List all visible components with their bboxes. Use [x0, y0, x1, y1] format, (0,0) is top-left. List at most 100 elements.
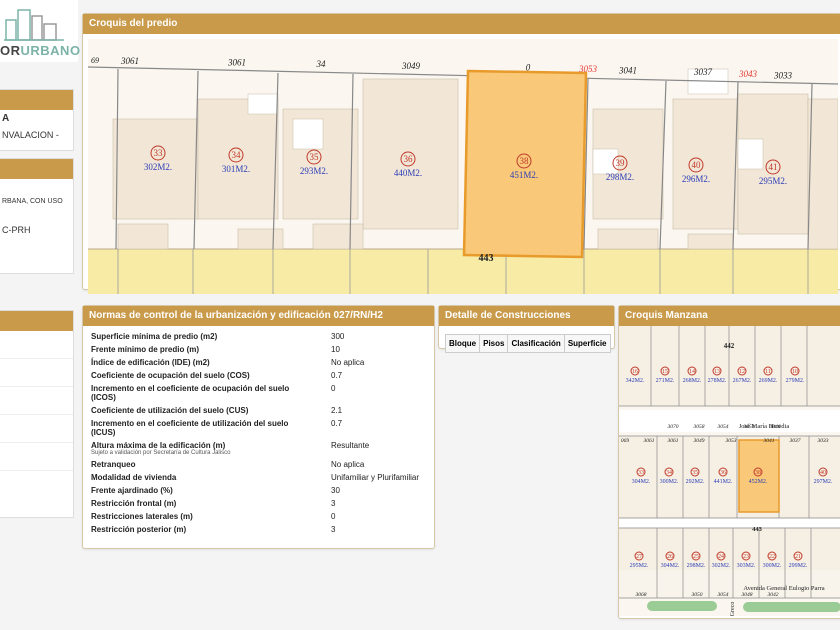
lot-circle: [765, 159, 781, 175]
lot-circle: [793, 551, 803, 561]
lot-circle: [716, 551, 726, 561]
street-number: 443: [752, 526, 763, 533]
normas-row: Índice de edificación (IDE) (m2) No aplic…: [83, 356, 434, 369]
house-number: 3050: [743, 424, 755, 430]
normas-value: 300: [331, 332, 345, 341]
house-number: 3041: [763, 437, 775, 444]
normas-value: 2.1: [331, 406, 343, 415]
lot-circle: [306, 149, 322, 165]
lot-area: 292M2.: [686, 479, 705, 485]
normas-label: Altura máxima de la edificación (m) Sujet…: [83, 439, 323, 458]
lot-circle: [818, 467, 828, 477]
lot-number: 15: [662, 369, 668, 375]
normas-label: Superficie mínima de predio (m2): [91, 332, 218, 341]
lot-area: 300M2.: [763, 563, 782, 569]
house-number: 3037: [789, 438, 801, 444]
house-number: 3046: [769, 423, 781, 430]
lot-area: 440M2.: [394, 168, 422, 178]
lot-number: 14: [689, 369, 695, 375]
normas-label: Modalidad de vivienda: [91, 473, 177, 482]
normas-label: Incremento en el coeficiente de utilizac…: [91, 419, 289, 437]
lot-circle: [634, 551, 644, 561]
lot-number: 38: [520, 156, 530, 166]
column-header[interactable]: Clasificación: [508, 335, 565, 352]
lot-circle: [763, 366, 773, 376]
house-number: 3068: [635, 592, 647, 598]
street-name: Greco: [730, 602, 736, 616]
column-header[interactable]: Pisos: [480, 335, 509, 352]
predio-svg: 3061 3061 34 3049 0 3053 3041 3037 3043 3033 69 33 3…: [88, 39, 838, 294]
lot-circle: [664, 467, 674, 477]
lot-number: 26: [667, 554, 673, 560]
lot-circle: [753, 467, 763, 477]
green-strip: [647, 601, 717, 611]
lot-circle: [741, 551, 751, 561]
normas-label: Coeficiente de ocupación del suelo (COS): [91, 371, 250, 380]
lot-number: 36: [720, 470, 726, 476]
lot-area: 303M2.: [737, 563, 756, 569]
lot-area: 452M2.: [749, 479, 768, 485]
normas-panel: Normas de control de la urbanización y e…: [82, 305, 435, 549]
house-number: 3033: [817, 438, 829, 444]
lot-area: 269M2.: [759, 378, 778, 384]
normas-title: Normas de control de la urbanización y e…: [83, 306, 434, 326]
house-number: 3037: [693, 67, 713, 77]
lot-circle: [636, 467, 646, 477]
predio-panel: Croquis del predio: [82, 13, 840, 294]
selected-lot[interactable]: [462, 69, 588, 259]
house-number: 3058: [693, 424, 705, 430]
normas-row: Frente mínimo de predio (m) 10: [83, 343, 434, 356]
house-number: 3054: [717, 591, 729, 598]
lot-circle: [690, 467, 700, 477]
sidebar-line: RBANA, CON USO: [2, 198, 63, 205]
lot-area: 267M2.: [733, 378, 752, 384]
normas-row: Coeficiente de utilización del suelo (CU…: [83, 404, 434, 417]
house-number: 34: [316, 59, 327, 69]
house-number: 3061: [643, 438, 655, 444]
normas-label: Restricción frontal (m): [91, 499, 177, 508]
lot-number: 23: [743, 554, 749, 560]
city-skyline-icon: [4, 9, 64, 41]
normas-value: 30: [331, 486, 340, 495]
street-name: Avenida General Eulogio Parra: [743, 585, 824, 592]
normas-row: Incremento en el coeficiente de utilizac…: [83, 417, 434, 439]
construcciones-panel: Detalle de Construcciones Bloque Pisos Cla…: [438, 305, 615, 353]
normas-label: Restricción posterior (m): [91, 525, 187, 534]
predio-map[interactable]: 3061 3061 34 3049 0 3053 3041 3037 3043 3033 69 33 3…: [88, 39, 838, 294]
lot-number: 33: [154, 148, 164, 158]
street-name: José María Heredia: [739, 423, 790, 430]
lot-area: 302M2.: [144, 162, 172, 172]
normas-row: Coeficiente de ocupación del suelo (COS)…: [83, 369, 434, 382]
normas-row: Restricciones laterales (m) 0: [83, 510, 434, 523]
lot-number: 16: [632, 369, 638, 375]
house-number: 3042: [767, 591, 779, 598]
normas-value: 0: [331, 512, 336, 521]
normas-row: Altura máxima de la edificación (m) Sujet…: [83, 439, 434, 458]
normas-value: No aplica: [331, 358, 365, 367]
lot-area: 297M2.: [814, 479, 833, 485]
column-header[interactable]: Superficie: [564, 335, 610, 352]
lot-area: 293M2.: [300, 166, 328, 176]
manzana-title: Croquis Manzana: [619, 306, 840, 326]
normas-row: Incremento en el coeficiente de ocupació…: [83, 382, 434, 404]
normas-label: Índice de edificación (IDE) (m2): [91, 358, 210, 367]
house-number: 3049: [401, 61, 421, 71]
lot-circle: [150, 145, 166, 161]
lot-number: 24: [718, 554, 724, 560]
lot-circle: [691, 551, 701, 561]
column-header[interactable]: Bloque: [446, 335, 481, 352]
lot-number: 10: [792, 369, 798, 375]
house-number: 3041: [618, 66, 637, 76]
normas-value: No aplica: [331, 460, 365, 469]
lot-area: 300M2.: [660, 479, 679, 485]
construcciones-header: Bloque Pisos Clasificación Superficie: [445, 334, 611, 353]
logo[interactable]: ORURBANO: [0, 0, 80, 62]
lot-area: 298M2.: [606, 172, 634, 182]
manzana-map[interactable]: 442 16 342M2. 15 271M2. 14 268M2. 13 278M2. 12 267…: [619, 326, 840, 616]
sidebar-card-zoning: RBANA, CON USO C-PRH: [0, 158, 74, 274]
lot-circle: [712, 366, 722, 376]
normas-row: Modalidad de vivienda Unifamiliar y Pluri…: [83, 471, 434, 484]
house-number: 3061: [120, 56, 139, 66]
lot-circle: [400, 151, 416, 167]
